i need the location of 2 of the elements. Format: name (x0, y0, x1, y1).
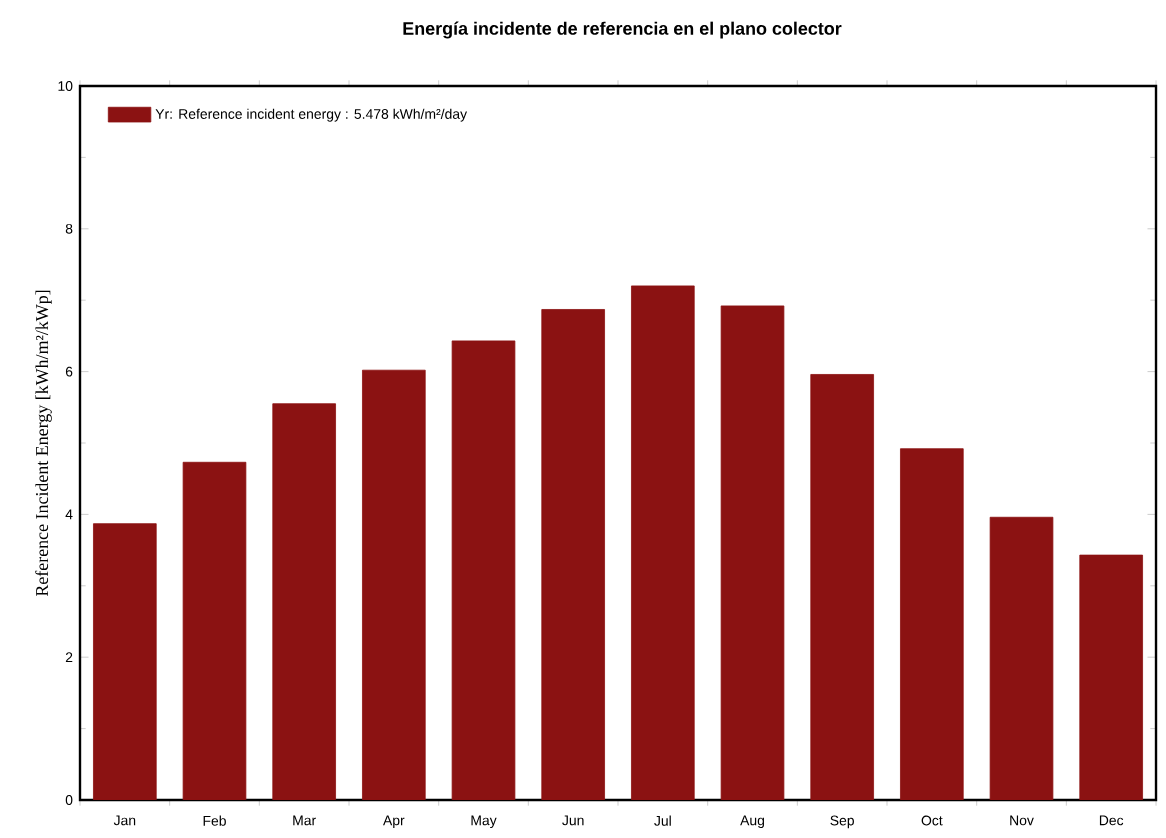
chart-title: Energía incidente de referencia en el plano colector (403, 21, 842, 39)
y-axis-title: Reference Incident Energy [kWh/m²/kWp] (35, 290, 52, 597)
